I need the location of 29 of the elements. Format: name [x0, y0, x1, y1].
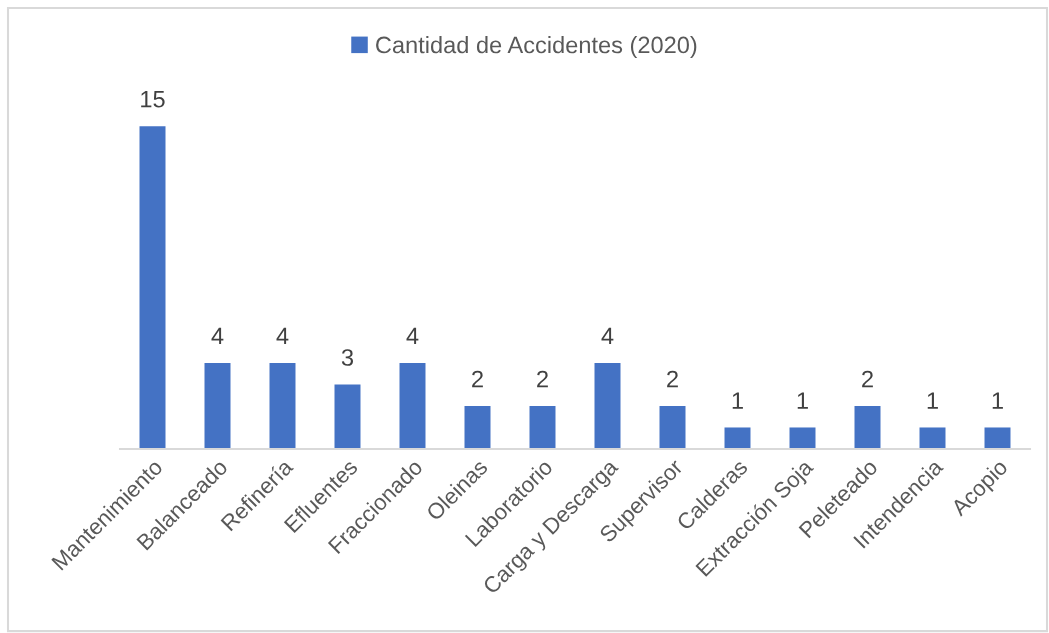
data-label: 4	[601, 327, 614, 345]
data-label: 1	[927, 392, 938, 409]
bar	[919, 427, 946, 449]
legend-label: Cantidad de Accidentes (2020)	[376, 36, 697, 58]
bar	[594, 362, 621, 449]
data-label: 1	[797, 392, 808, 409]
bar	[464, 405, 491, 449]
data-label: 3	[341, 349, 354, 366]
bar	[789, 427, 816, 449]
data-label: 4	[211, 327, 224, 345]
bar	[334, 384, 361, 449]
data-label: 15	[141, 91, 165, 108]
data-label: 2	[472, 370, 483, 388]
bar	[204, 362, 231, 449]
bar	[854, 405, 881, 449]
bar	[724, 427, 751, 449]
data-label: 2	[862, 370, 873, 388]
data-label: 2	[537, 370, 548, 388]
data-label: 4	[406, 327, 419, 345]
bar	[984, 427, 1011, 449]
data-label: 1	[992, 392, 1003, 409]
data-label: 4	[276, 327, 289, 345]
data-label: 2	[667, 370, 678, 388]
bar	[529, 405, 556, 449]
bar	[399, 362, 426, 449]
data-label: 1	[732, 392, 743, 409]
bar	[659, 405, 686, 449]
bar	[269, 362, 296, 449]
bar	[139, 126, 166, 449]
